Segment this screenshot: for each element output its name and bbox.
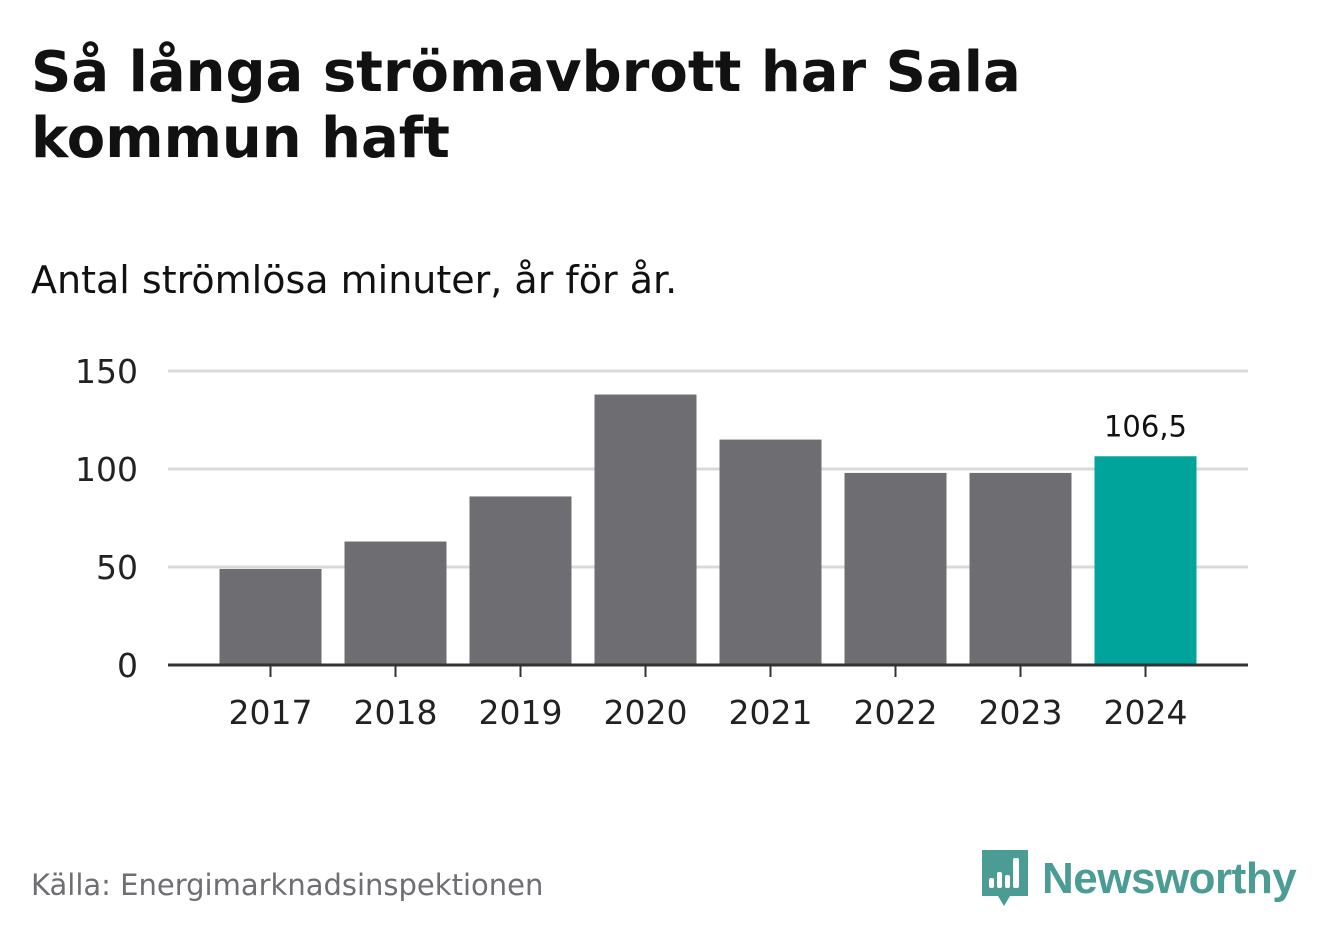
data-labels: 106,5 (1104, 409, 1187, 443)
bar-2018 (344, 541, 447, 665)
x-axis (168, 663, 1248, 677)
bar-2023 (969, 472, 1072, 665)
bar-2024 (1094, 456, 1197, 665)
bar-2019 (469, 496, 572, 665)
brand-logo: Newsworthy (980, 848, 1297, 910)
bar-2022 (844, 472, 947, 665)
bar-2020 (594, 394, 697, 665)
x-tick-label: 2022 (854, 693, 938, 732)
y-tick-label: 50 (96, 548, 138, 587)
data-label: 106,5 (1104, 409, 1187, 443)
x-tick-label: 2018 (354, 693, 438, 732)
x-tick-label: 2020 (604, 693, 688, 732)
brand-name: Newsworthy (1042, 854, 1297, 903)
bar-2021 (719, 439, 822, 665)
chart-subtitle: Antal strömlösa minuter, år för år. (31, 258, 678, 302)
y-tick-label: 150 (75, 352, 138, 391)
gridlines (168, 369, 1248, 569)
bar-2017 (219, 568, 322, 665)
x-tick-label: 2017 (229, 693, 313, 732)
x-tick-label: 2019 (479, 693, 563, 732)
x-tick-label: 2021 (729, 693, 813, 732)
x-tick-label: 2023 (979, 693, 1063, 732)
y-axis-ticks: 0 50 100 150 (75, 352, 138, 685)
y-tick-label: 100 (75, 450, 138, 489)
y-tick-label: 0 (117, 646, 138, 685)
x-axis-ticks: 2017 2018 2019 2020 2021 2022 2023 2024 (229, 693, 1188, 732)
source-note: Källa: Energimarknadsinspektionen (31, 868, 544, 902)
chart-title: Så långa strömavbrott har Sala kommun ha… (31, 40, 1021, 171)
bars (219, 394, 1197, 665)
x-tick-label: 2024 (1104, 693, 1188, 732)
newsworthy-logo-icon (982, 850, 1028, 906)
